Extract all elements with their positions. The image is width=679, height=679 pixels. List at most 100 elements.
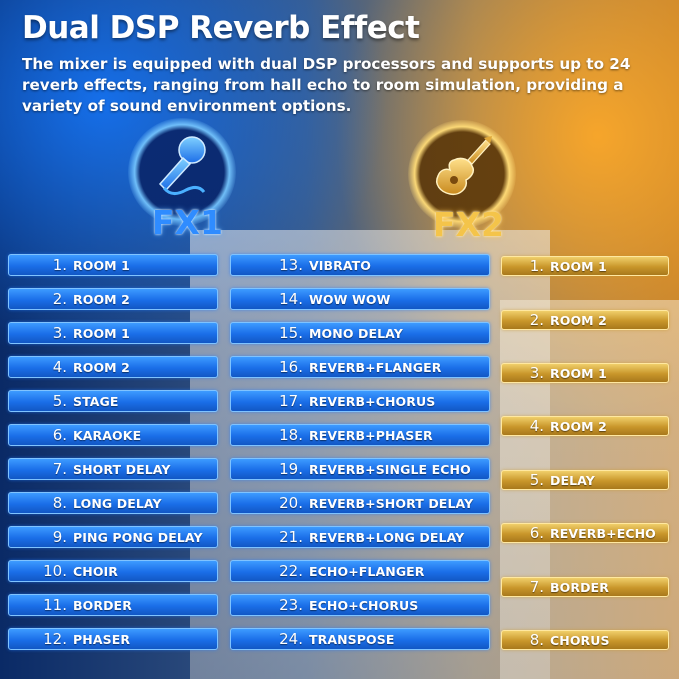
effect-name: SHORT DELAY <box>73 461 171 477</box>
effect-name: ROOM 1 <box>550 365 607 381</box>
effect-name: ECHO+FLANGER <box>309 563 425 579</box>
fx2-effect-item: 2. ROOM 2 <box>501 310 669 330</box>
fx1-effect-item: 15. MONO DELAY <box>230 322 490 344</box>
fx1-effect-item: 21. REVERB+LONG DELAY <box>230 526 490 548</box>
electric-guitar-icon <box>432 134 494 204</box>
effect-number: 18. <box>279 426 303 444</box>
fx1-effect-item: 17. REVERB+CHORUS <box>230 390 490 412</box>
fx2-effect-item: 8. CHORUS <box>501 630 669 650</box>
fx1-effect-item: 13. VIBRATO <box>230 254 490 276</box>
effect-number: 15. <box>279 324 303 342</box>
effect-name: ROOM 2 <box>73 359 130 375</box>
effect-number: 4. <box>52 358 67 376</box>
effect-number: 1. <box>529 257 544 275</box>
effect-number: 11. <box>43 596 67 614</box>
effect-number: 5. <box>52 392 67 410</box>
effect-name: REVERB+CHORUS <box>309 393 436 409</box>
effect-name: STAGE <box>73 393 119 409</box>
effect-number: 14. <box>279 290 303 308</box>
fx1-effect-item: 20. REVERB+SHORT DELAY <box>230 492 490 514</box>
fx1-effect-item: 16. REVERB+FLANGER <box>230 356 490 378</box>
effect-name: REVERB+SHORT DELAY <box>309 495 474 511</box>
effect-number: 13. <box>279 256 303 274</box>
fx1-effect-item: 22. ECHO+FLANGER <box>230 560 490 582</box>
effect-name: CHOIR <box>73 563 119 579</box>
fx1-effect-item: 12. PHASER <box>8 628 218 650</box>
effect-name: MONO DELAY <box>309 325 403 341</box>
effect-name: ROOM 1 <box>73 325 130 341</box>
fx1-effect-item: 19. REVERB+SINGLE ECHO <box>230 458 490 480</box>
effect-number: 16. <box>279 358 303 376</box>
fx1-effect-item: 4. ROOM 2 <box>8 356 218 378</box>
fx1-effect-item: 18. REVERB+PHASER <box>230 424 490 446</box>
effect-number: 7. <box>529 578 544 596</box>
fx2-effect-item: 3. ROOM 1 <box>501 363 669 383</box>
effect-name: LONG DELAY <box>73 495 162 511</box>
effect-name: REVERB+LONG DELAY <box>309 529 465 545</box>
effect-number: 5. <box>529 471 544 489</box>
effect-name: TRANSPOSE <box>309 631 395 647</box>
effect-name: BORDER <box>73 597 132 613</box>
fx2-effect-item: 5. DELAY <box>501 470 669 490</box>
fx2-effect-item: 4. ROOM 2 <box>501 416 669 436</box>
effect-number: 3. <box>52 324 67 342</box>
fx2-effect-item: 1. ROOM 1 <box>501 256 669 276</box>
effect-name: ROOM 1 <box>550 258 607 274</box>
effect-name: REVERB+FLANGER <box>309 359 442 375</box>
effect-name: CHORUS <box>550 632 610 648</box>
effect-number: 9. <box>52 528 67 546</box>
effect-number: 3. <box>529 364 544 382</box>
effect-number: 4. <box>529 417 544 435</box>
fx1-effect-item: 8. LONG DELAY <box>8 492 218 514</box>
effect-name: ROOM 2 <box>73 291 130 307</box>
effect-number: 7. <box>52 460 67 478</box>
fx1-effect-item: 10. CHOIR <box>8 560 218 582</box>
effect-name: REVERB+SINGLE ECHO <box>309 461 471 477</box>
effect-name: KARAOKE <box>73 427 142 443</box>
effect-number: 20. <box>279 494 303 512</box>
fx1-effect-item: 24. TRANSPOSE <box>230 628 490 650</box>
effect-number: 24. <box>279 630 303 648</box>
fx1-effect-item: 7. SHORT DELAY <box>8 458 218 480</box>
effect-number: 12. <box>43 630 67 648</box>
effect-name: ECHO+CHORUS <box>309 597 419 613</box>
effect-name: ROOM 1 <box>73 257 130 273</box>
effect-number: 23. <box>279 596 303 614</box>
effect-number: 21. <box>279 528 303 546</box>
effect-name: VIBRATO <box>309 257 372 273</box>
fx1-effect-item: 1. ROOM 1 <box>8 254 218 276</box>
microphone-icon <box>152 132 212 202</box>
effect-name: ROOM 2 <box>550 418 607 434</box>
effect-number: 2. <box>529 311 544 329</box>
fx1-effect-item: 9. PING PONG DELAY <box>8 526 218 548</box>
effect-number: 10. <box>43 562 67 580</box>
effect-name: PHASER <box>73 631 131 647</box>
effect-name: BORDER <box>550 579 609 595</box>
effect-name: REVERB+ECHO <box>550 525 656 541</box>
effect-number: 17. <box>279 392 303 410</box>
effect-number: 19. <box>279 460 303 478</box>
fx1-effect-item: 2. ROOM 2 <box>8 288 218 310</box>
effect-name: DELAY <box>550 472 595 488</box>
fx1-effect-item: 11. BORDER <box>8 594 218 616</box>
effect-number: 1. <box>52 256 67 274</box>
effect-number: 6. <box>529 524 544 542</box>
effect-name: PING PONG DELAY <box>73 529 203 545</box>
effect-number: 2. <box>52 290 67 308</box>
fx1-effect-item: 14. WOW WOW <box>230 288 490 310</box>
effect-number: 8. <box>529 631 544 649</box>
fx1-label: FX1 <box>152 203 223 242</box>
effect-number: 22. <box>279 562 303 580</box>
page-title: Dual DSP Reverb Effect <box>22 10 420 46</box>
effect-name: REVERB+PHASER <box>309 427 433 443</box>
page-description: The mixer is equipped with dual DSP proc… <box>22 55 631 115</box>
effect-number: 6. <box>52 426 67 444</box>
fx2-effect-item: 7. BORDER <box>501 577 669 597</box>
fx2-effect-item: 6. REVERB+ECHO <box>501 523 669 543</box>
fx1-effect-item: 5. STAGE <box>8 390 218 412</box>
fx2-label: FX2 <box>433 205 504 244</box>
effect-number: 8. <box>52 494 67 512</box>
fx1-effect-item: 23. ECHO+CHORUS <box>230 594 490 616</box>
fx1-effect-item: 6. KARAOKE <box>8 424 218 446</box>
fx1-effect-item: 3. ROOM 1 <box>8 322 218 344</box>
